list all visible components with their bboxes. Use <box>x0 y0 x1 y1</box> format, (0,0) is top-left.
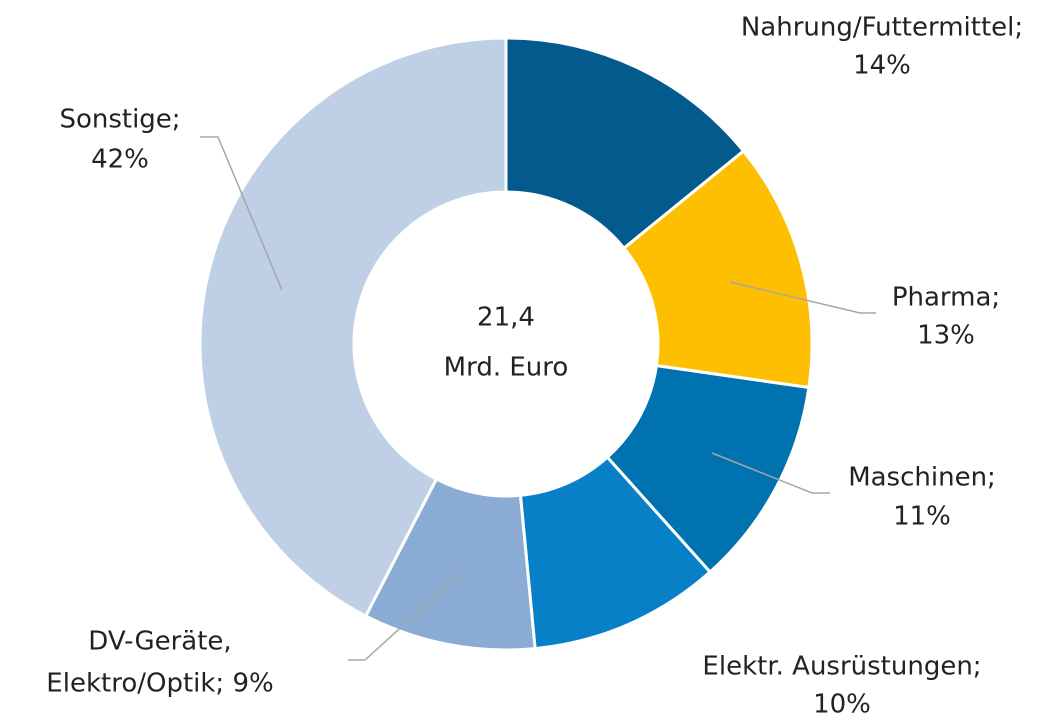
data-label: Maschinen; <box>848 463 996 493</box>
leader-line <box>711 452 830 494</box>
data-label: 14% <box>853 51 911 81</box>
slice <box>198 36 508 619</box>
data-label: Sonstige; <box>59 105 180 135</box>
slices <box>198 36 814 652</box>
center-label: 21,4 <box>477 303 535 333</box>
data-label: 13% <box>917 321 975 351</box>
leader-lines <box>200 136 876 661</box>
data-label: DV-Geräte, <box>88 627 231 657</box>
leader-line <box>348 571 463 661</box>
data-label: 42% <box>91 145 149 175</box>
leader-line <box>729 281 876 314</box>
data-label: 11% <box>893 502 951 532</box>
data-label: Nahrung/Futtermittel; <box>741 13 1023 43</box>
data-label: 10% <box>813 690 871 720</box>
data-label: Elektr. Ausrüstungen; <box>702 652 981 682</box>
leader-line <box>200 136 283 291</box>
slice <box>621 148 814 390</box>
center-label: Mrd. Euro <box>444 353 569 383</box>
data-label: Elektro/Optik; 9% <box>46 669 273 699</box>
data-label: Pharma; <box>892 283 1000 313</box>
slice <box>504 36 746 251</box>
